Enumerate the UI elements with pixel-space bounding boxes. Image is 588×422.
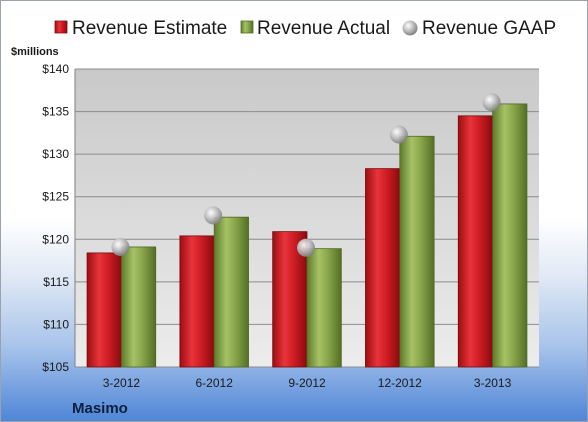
y-tick-label: $140 [42,62,69,76]
bar-revenue-estimate [86,252,122,368]
legend-label-estimate: Revenue Estimate [72,18,227,39]
x-tick-label: 12-2012 [378,376,422,390]
x-tick-label: 6-2012 [196,376,234,390]
x-tick-label: 3-2012 [103,376,141,390]
y-tick-label: $120 [42,232,69,246]
y-tick-label: $125 [42,190,69,204]
y-tick-label: $135 [42,105,69,119]
x-axis-ticks: 3-2012 6-2012 9-2012 12-2012 3-2013 [103,376,512,390]
bar-revenue-estimate [457,115,494,368]
bar-revenue-actual [399,135,435,368]
company-name: Masimo [72,400,128,417]
bars [86,103,528,368]
marker-revenue-gaap [297,238,315,257]
bar-revenue-actual [213,216,249,368]
legend: Revenue Estimate Revenue Actual Revenue … [54,18,556,39]
legend-label-gaap: Revenue GAAP [422,18,556,39]
x-tick-label: 3-2013 [474,376,512,390]
y-tick-label: $105 [42,360,69,374]
bar-revenue-actual [121,246,157,368]
marker-revenue-gaap [389,125,408,144]
bar-revenue-actual [306,248,342,368]
y-tick-label: $110 [43,317,69,331]
bar-revenue-estimate [179,235,215,368]
legend-label-actual: Revenue Actual [257,18,390,39]
y-tick-label: $115 [43,275,69,289]
y-axis-unit-label: $millions [11,46,59,58]
gaap-markers [111,93,501,257]
legend-swatch-estimate [54,20,68,34]
bar-revenue-estimate [365,168,401,368]
y-axis-ticks: $105 $110 $115 $120 $125 $130 $135 $140 [42,62,69,374]
bar-revenue-actual [492,103,528,368]
x-tick-label: 9-2012 [288,376,326,390]
y-tick-label: $130 [42,147,69,161]
marker-revenue-gaap [204,206,223,225]
legend-swatch-actual [240,20,254,34]
marker-revenue-gaap [111,237,130,256]
legend-swatch-gaap [402,20,418,36]
marker-revenue-gaap [482,93,501,112]
